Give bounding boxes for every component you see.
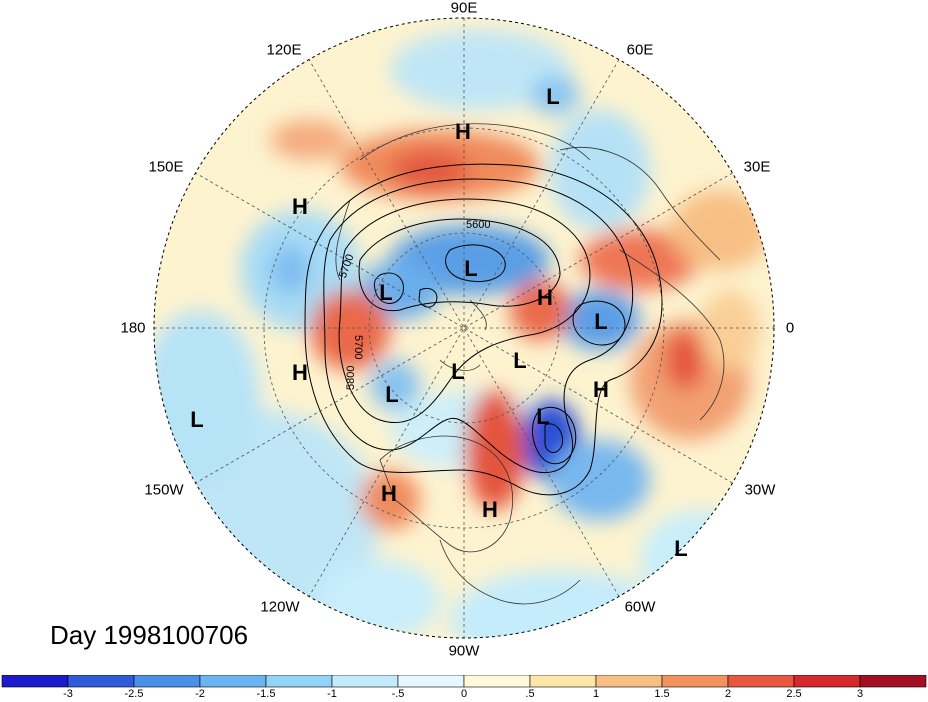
- low-center-marker: L: [464, 256, 478, 281]
- graticule: [154, 18, 774, 638]
- coastlines: [335, 123, 725, 605]
- high-center-marker: H: [593, 377, 609, 402]
- colorbar-swatch: [133, 675, 201, 688]
- lon-label-30e: 30E: [743, 158, 771, 176]
- lon-label-90e: 90E: [450, 0, 478, 17]
- lon-label-0: 0: [785, 319, 795, 337]
- colorbar-tick-label: -.5: [391, 688, 405, 700]
- map-boundary: [153, 17, 775, 639]
- date-label: Day 1998100706: [50, 620, 249, 650]
- colorbar-tick-label: 0: [460, 688, 468, 700]
- colorbar-swatch: [1, 675, 69, 688]
- contour-label: 5600: [466, 219, 490, 231]
- colorbar-tick-label: .5: [525, 688, 535, 700]
- colorbar-swatch: [859, 675, 927, 688]
- colorbar-swatch: [199, 675, 267, 688]
- low-center-marker: L: [536, 404, 550, 429]
- lon-label-60w: 60W: [624, 598, 656, 616]
- colorbar-swatch: [793, 675, 861, 688]
- lon-label-60e: 60E: [626, 41, 654, 59]
- colorbar: [1, 675, 927, 688]
- colorbar-tick-label: 2: [724, 688, 732, 700]
- colorbar-swatch: [265, 675, 333, 688]
- low-center-marker: L: [546, 84, 560, 109]
- colorbar-tick-label: -3: [63, 688, 73, 700]
- lon-label-180: 180: [120, 319, 146, 337]
- contour-label: 5800: [345, 366, 357, 390]
- lon-label-150e: 150E: [148, 158, 184, 176]
- lon-label-120w: 120W: [260, 598, 300, 616]
- colorbar-swatch: [727, 675, 795, 688]
- contour-label: 5700: [352, 335, 364, 359]
- high-center-marker: H: [455, 119, 471, 144]
- lon-label-90w: 90W: [448, 642, 480, 660]
- colorbar-swatch: [661, 675, 729, 688]
- low-center-marker: L: [451, 359, 465, 384]
- colorbar-tick-label: 2.5: [786, 688, 802, 700]
- low-center-marker: L: [594, 309, 608, 334]
- colorbar-swatch: [331, 675, 399, 688]
- colorbar-swatch: [463, 675, 531, 688]
- colorbar-tick-label: -2: [195, 688, 205, 700]
- colorbar-swatch: [67, 675, 135, 688]
- low-center-marker: L: [379, 280, 393, 305]
- lon-label-30w: 30W: [744, 481, 776, 499]
- high-center-marker: H: [381, 481, 397, 506]
- colorbar-swatch: [397, 675, 465, 688]
- anomaly-field: [154, 18, 774, 638]
- height-contours: [304, 163, 663, 496]
- colorbar-swatch: [529, 675, 597, 688]
- low-center-marker: L: [385, 382, 399, 407]
- low-center-marker: L: [190, 407, 204, 432]
- colorbar-tick-label: 1.5: [654, 688, 670, 700]
- colorbar-tick-label: -2.5: [124, 688, 144, 700]
- lon-label-120e: 120E: [266, 41, 302, 59]
- colorbar-tick-label: -1: [327, 688, 337, 700]
- low-center-marker: L: [513, 348, 527, 373]
- colorbar-swatch: [595, 675, 663, 688]
- colorbar-tick-label: -1.5: [256, 688, 276, 700]
- lon-label-150w: 150W: [144, 481, 184, 499]
- colorbar-tick-label: 3: [856, 688, 864, 700]
- high-center-marker: H: [292, 360, 308, 385]
- high-center-marker: H: [537, 285, 553, 310]
- colorbar-tick-label: 1: [592, 688, 600, 700]
- high-center-marker: H: [482, 497, 498, 522]
- high-center-marker: H: [292, 194, 308, 219]
- low-center-marker: L: [674, 536, 688, 561]
